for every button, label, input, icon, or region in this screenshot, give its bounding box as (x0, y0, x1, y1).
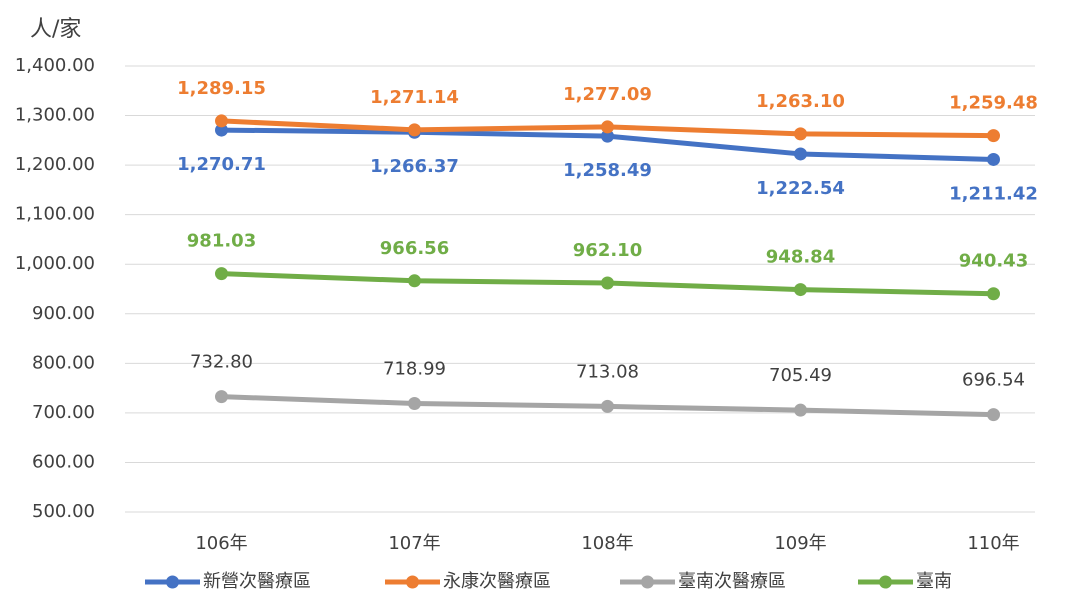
y-tick-label: 1,400.00 (15, 55, 95, 76)
point (408, 274, 421, 288)
y-tick-label: 1,300.00 (15, 105, 95, 126)
legend-marker (406, 575, 419, 589)
y-tick-label: 700.00 (32, 402, 95, 423)
point (215, 123, 228, 137)
value-label: 718.99 (383, 358, 446, 379)
point (794, 283, 807, 297)
y-tick-label: 1,100.00 (15, 204, 95, 225)
legend-label: 臺南次醫療區 (678, 571, 786, 592)
point (408, 123, 421, 137)
point (215, 390, 228, 404)
x-tick-label: 110年 (967, 533, 1019, 554)
y-tick-label: 900.00 (32, 303, 95, 324)
point (601, 129, 614, 143)
point (794, 147, 807, 161)
value-label: 1,259.48 (949, 93, 1038, 114)
y-tick-label: 1,000.00 (15, 253, 95, 274)
value-label: 1,277.09 (563, 84, 652, 105)
legend-label: 永康次醫療區 (443, 571, 551, 592)
legend-marker (641, 575, 654, 589)
legend-marker (879, 575, 892, 589)
y-tick-label: 600.00 (32, 451, 95, 472)
value-label: 948.84 (766, 247, 835, 268)
point (215, 267, 228, 281)
value-label: 713.08 (576, 361, 639, 382)
point (601, 399, 614, 413)
value-label: 1,258.49 (563, 160, 652, 181)
x-tick-label: 109年 (774, 533, 826, 554)
y-axis-label: 人/家 (30, 17, 81, 42)
value-label: 966.56 (380, 238, 449, 259)
point (987, 287, 1000, 301)
value-label: 1,271.14 (370, 87, 459, 108)
legend-marker (166, 575, 179, 589)
x-tick-label: 106年 (195, 533, 247, 554)
y-tick-label: 800.00 (32, 352, 95, 373)
point (408, 396, 421, 410)
value-label: 705.49 (769, 365, 832, 386)
x-tick-label: 108年 (581, 533, 633, 554)
value-label: 696.54 (962, 370, 1025, 391)
point (794, 403, 807, 417)
x-tick-label: 107年 (388, 533, 440, 554)
point (987, 408, 1000, 422)
value-label: 1,266.37 (370, 156, 459, 177)
value-label: 732.80 (190, 352, 253, 373)
value-label: 1,222.54 (756, 178, 845, 199)
value-label: 1,289.15 (177, 78, 266, 99)
point (215, 114, 228, 128)
legend-label: 新營次醫療區 (203, 571, 311, 592)
point (794, 127, 807, 141)
point (987, 129, 1000, 143)
value-label: 1,270.71 (177, 154, 266, 175)
y-tick-label: 500.00 (32, 501, 95, 522)
legend-label: 臺南 (916, 571, 952, 592)
y-tick-label: 1,200.00 (15, 154, 95, 175)
point (987, 152, 1000, 166)
value-label: 940.43 (959, 251, 1028, 272)
value-label: 981.03 (187, 231, 256, 252)
point (601, 276, 614, 290)
point (601, 120, 614, 134)
value-label: 962.10 (573, 240, 642, 261)
value-label: 1,263.10 (756, 91, 845, 112)
value-label: 1,211.42 (949, 183, 1038, 204)
